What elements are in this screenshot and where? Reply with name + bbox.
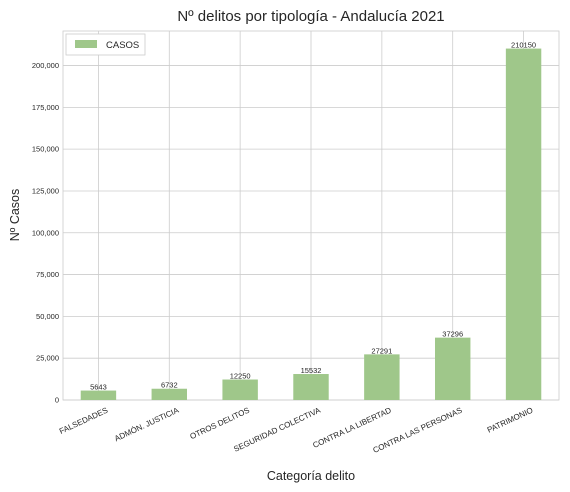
grid-lines (63, 31, 559, 401)
bar-7 (505, 48, 542, 400)
x-tick-label: FALSEDADES (58, 406, 109, 436)
bar-5 (364, 354, 400, 400)
bar-1 (80, 390, 117, 400)
data-label-7: 210150 (511, 41, 536, 50)
bar-6 (435, 337, 471, 400)
data-label-2: 6732 (161, 381, 178, 390)
y-axis-ticks: 0 25,000 50,000 75,000 100,000 125,000 150,000… (32, 61, 59, 404)
y-tick-label: 175,000 (32, 103, 59, 112)
y-tick-label: 200,000 (32, 61, 59, 70)
bar-2 (151, 388, 187, 400)
bar-4 (293, 374, 329, 400)
x-tick-label: OTROS DELITOS (188, 406, 251, 442)
y-tick-label: 50,000 (36, 312, 59, 321)
bar-3 (222, 379, 258, 400)
legend-label-casos: CASOS (106, 40, 139, 51)
y-tick-label: 25,000 (36, 354, 59, 363)
y-axis-label: Nº Casos (8, 189, 22, 242)
x-axis-ticks: FALSEDADES ADMÓN. JUSTICIA OTROS DELITOSSE… (58, 405, 534, 455)
y-tick-label: 75,000 (36, 270, 59, 279)
y-tick-label: 150,000 (32, 145, 59, 154)
data-label-3: 12250 (230, 372, 251, 381)
x-tick-label: ADMÓN. JUSTICIA (113, 405, 181, 443)
legend-swatch-casos (75, 40, 97, 48)
data-label-1: 5643 (90, 383, 107, 392)
data-label-5: 27291 (371, 346, 392, 355)
legend-box (65, 33, 146, 56)
x-tick-label: PATRIMONIO (486, 406, 535, 435)
data-label-6: 37296 (442, 330, 463, 339)
y-tick-label: 0 (55, 396, 59, 405)
y-tick-label: 100,000 (32, 228, 59, 237)
legend: CASOS (65, 33, 146, 56)
data-label-4: 15532 (301, 366, 322, 375)
x-axis-label: Categoría delito (267, 469, 355, 483)
bars (80, 48, 542, 400)
chart-title: Nº delitos por tipología - Andalucía 202… (177, 8, 444, 25)
y-tick-label: 125,000 (32, 186, 59, 195)
data-labels: 5643 6732 12250 15532 27291 37296 210150 (90, 41, 536, 392)
